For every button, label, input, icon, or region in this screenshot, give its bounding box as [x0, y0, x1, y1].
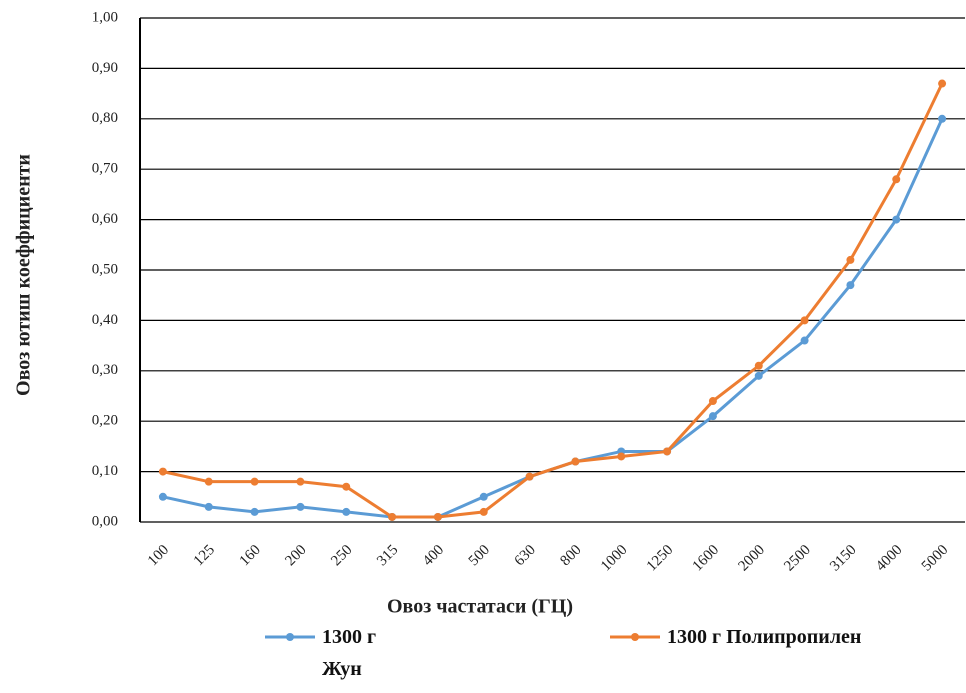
- data-point: [571, 457, 580, 466]
- y-tick-label: 0,20: [92, 413, 118, 429]
- data-point: [342, 507, 351, 516]
- legend-swatch-dot: [286, 633, 294, 641]
- data-point: [846, 255, 855, 264]
- data-point: [342, 482, 351, 491]
- data-point: [754, 361, 763, 370]
- data-point: [204, 502, 213, 511]
- legend-label: 1300 г Жун: [322, 626, 377, 680]
- x-tick-label: 630: [512, 542, 539, 569]
- data-point: [892, 175, 901, 184]
- x-tick-label: 100: [145, 542, 172, 569]
- x-tick-label: 2500: [781, 542, 814, 575]
- data-point: [525, 472, 534, 481]
- x-tick-label: 4000: [873, 542, 906, 575]
- y-tick-label: 0,40: [92, 312, 118, 328]
- x-tick-label: 160: [237, 542, 264, 569]
- series-line: [162, 118, 944, 519]
- data-point: [663, 447, 672, 456]
- data-point: [250, 507, 259, 516]
- y-tick-label: 0,70: [92, 161, 118, 177]
- data-point: [938, 114, 947, 123]
- data-point: [388, 512, 397, 521]
- data-point: [800, 316, 809, 325]
- y-tick-label: 0,00: [92, 513, 118, 529]
- data-point: [479, 507, 488, 516]
- data-point: [158, 467, 167, 476]
- x-axis-title: Овоз частатаси (ГЦ): [387, 596, 573, 618]
- y-tick-label: 0,90: [92, 60, 118, 76]
- data-point: [433, 512, 442, 521]
- y-tick-label: 1,00: [92, 9, 118, 25]
- x-tick-label: 1250: [644, 542, 677, 575]
- y-tick-label: 0,60: [92, 211, 118, 227]
- x-tick-label: 400: [420, 542, 447, 569]
- y-tick-label: 0,30: [92, 362, 118, 378]
- series-line: [162, 82, 944, 519]
- x-tick-label: 315: [374, 542, 401, 569]
- legend-label: 1300 г Полипропилен: [667, 626, 862, 648]
- x-tick-label: 1600: [690, 542, 723, 575]
- data-point: [296, 502, 305, 511]
- data-point: [708, 397, 717, 406]
- data-point: [938, 79, 947, 88]
- x-tick-label: 5000: [919, 542, 952, 575]
- y-axis-title: Овоз ютиш коеффициенти: [13, 154, 35, 396]
- x-tick-label: 3150: [827, 542, 860, 575]
- data-point: [479, 492, 488, 501]
- data-point: [250, 477, 259, 486]
- x-tick-label: 800: [557, 542, 584, 569]
- x-tick-label: 500: [466, 542, 493, 569]
- x-tick-label: 200: [282, 542, 309, 569]
- x-tick-label: 1000: [598, 542, 631, 575]
- x-tick-label: 125: [191, 542, 218, 569]
- data-point: [617, 452, 626, 461]
- data-point: [846, 281, 855, 290]
- x-tick-label: 250: [328, 542, 355, 569]
- data-point: [892, 215, 901, 224]
- y-tick-label: 0,80: [92, 110, 118, 126]
- data-point: [158, 492, 167, 501]
- x-tick-label: 2000: [735, 542, 768, 575]
- legend-swatch-dot: [631, 633, 639, 641]
- data-point: [800, 336, 809, 345]
- data-point: [296, 477, 305, 486]
- data-point: [708, 412, 717, 421]
- y-tick-label: 0,10: [92, 463, 118, 479]
- data-point: [754, 371, 763, 380]
- y-tick-label: 0,50: [92, 261, 118, 277]
- data-point: [204, 477, 213, 486]
